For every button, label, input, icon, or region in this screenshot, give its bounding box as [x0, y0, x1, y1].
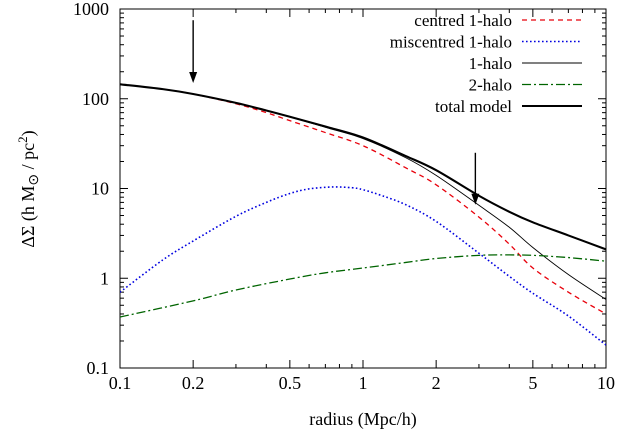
- y-axis-title-sup: 2: [15, 136, 30, 143]
- x-tick-label: 0.1: [109, 373, 132, 393]
- series-layer: [120, 83, 606, 346]
- y-axis-title-tail: / pc: [18, 143, 38, 174]
- y-tick-label: 1000: [73, 0, 109, 19]
- y-tick-label: 1: [100, 268, 109, 288]
- y-tick-label: 10: [91, 179, 109, 199]
- annotation-arrow-head-1: [189, 71, 198, 83]
- y-tick-label: 0.1: [87, 358, 110, 378]
- x-tick-label: 0.5: [279, 373, 302, 393]
- series-line-4: [120, 254, 606, 318]
- legend-label-2: miscentred 1-halo: [390, 33, 512, 52]
- legend-label-1: centred 1-halo: [414, 11, 512, 30]
- legend-label-3: 1-halo: [469, 54, 512, 73]
- series-line-5: [120, 83, 606, 251]
- legend-label-4: 2-halo: [469, 76, 512, 95]
- x-tick-label: 0.2: [182, 373, 205, 393]
- axis-ticks: 0.1 0.2 0.5 1 2 5 10 0.1 1 10 100 1000: [73, 0, 615, 393]
- series-line-3: [120, 83, 606, 300]
- annotation-arrow-head-2: [471, 193, 480, 205]
- y-axis-title-end: ): [18, 130, 39, 136]
- series-line-1: [120, 83, 606, 315]
- legend-label-5: total model: [435, 97, 512, 116]
- x-tick-label: 5: [528, 373, 537, 393]
- y-tick-label: 100: [82, 89, 109, 109]
- x-tick-label: 2: [432, 373, 441, 393]
- legend: centred 1-halo miscentred 1-halo 1-halo 2-h…: [390, 11, 582, 116]
- y-axis-title-sub: ⊙: [27, 174, 42, 186]
- annotations: [189, 20, 480, 205]
- y-axis-title-main: ΔΣ (h M: [18, 186, 39, 248]
- series-line-2: [120, 186, 606, 346]
- x-tick-label: 10: [597, 373, 615, 393]
- y-axis-title: ΔΣ (h M⊙ / pc2): [15, 130, 42, 247]
- x-axis-title: radius (Mpc/h): [309, 409, 416, 430]
- x-tick-label: 1: [359, 373, 368, 393]
